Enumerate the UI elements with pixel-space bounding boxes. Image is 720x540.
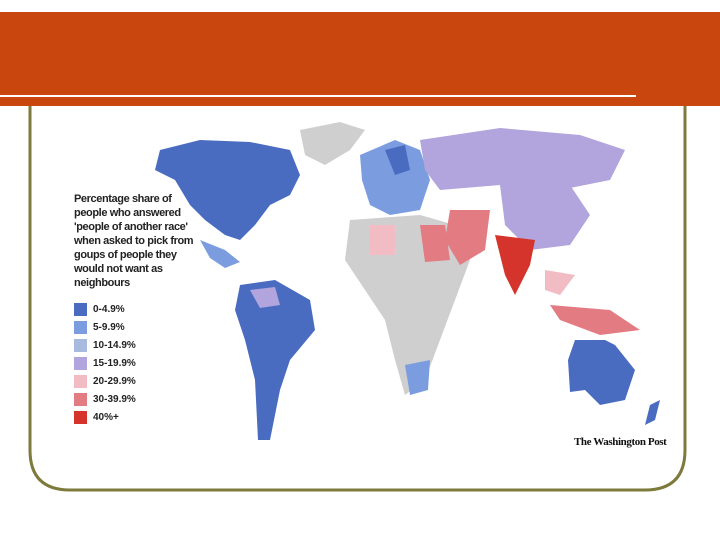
legend-label: 10-14.9% (93, 339, 136, 351)
legend-swatch (74, 338, 87, 352)
legend-swatch (74, 410, 87, 424)
australia (568, 340, 635, 405)
legend-item: 0-4.9% (74, 300, 136, 318)
legend-label: 40%+ (93, 411, 119, 423)
russia (420, 128, 625, 190)
south-america (235, 280, 315, 440)
legend-title: Percentage share of people who answered … (74, 193, 194, 289)
north-africa (370, 225, 395, 255)
middle-east (445, 210, 490, 265)
legend-swatch (74, 374, 87, 388)
india (495, 235, 535, 295)
legend-label: 20-29.9% (93, 375, 136, 387)
legend: 0-4.9% 5-9.9% 10-14.9% 15-19.9% 20-29.9% 30-3… (74, 300, 136, 426)
egypt-sudan (420, 225, 450, 262)
legend-label: 15-19.9% (93, 357, 136, 369)
legend-label: 30-39.9% (93, 393, 136, 405)
legend-label: 5-9.9% (93, 321, 125, 333)
legend-item: 15-19.9% (74, 354, 136, 372)
legend-swatch (74, 392, 87, 406)
header-bar (0, 12, 720, 106)
legend-item: 20-29.9% (74, 372, 136, 390)
scandinavia (385, 145, 410, 175)
credit: The Washington Post (574, 436, 667, 448)
new-zealand (645, 400, 660, 425)
legend-item: 30-39.9% (74, 390, 136, 408)
world-map (155, 122, 660, 440)
legend-swatch (74, 356, 87, 370)
central-america (200, 240, 240, 268)
legend-item: 10-14.9% (74, 336, 136, 354)
china (500, 185, 590, 250)
indonesia (550, 305, 640, 335)
north-america (155, 140, 300, 240)
southeast-asia (545, 270, 575, 295)
legend-swatch (74, 302, 87, 316)
legend-item: 5-9.9% (74, 318, 136, 336)
legend-label: 0-4.9% (93, 303, 125, 315)
south-africa (405, 360, 430, 395)
greenland (300, 122, 365, 165)
legend-swatch (74, 320, 87, 334)
frame (28, 106, 687, 492)
europe (360, 140, 430, 215)
andes (250, 287, 280, 308)
legend-item: 40%+ (74, 408, 136, 426)
